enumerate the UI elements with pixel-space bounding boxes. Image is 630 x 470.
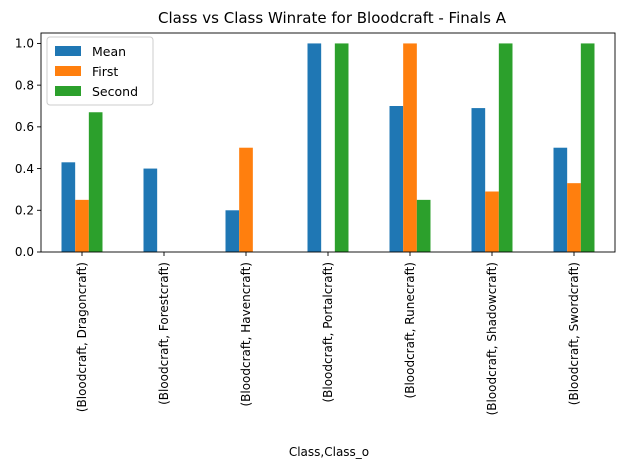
legend-swatch-second: [55, 86, 81, 96]
x-tick-label-2: (Bloodcraft, Havencraft): [239, 262, 253, 407]
bar-mean-1: [143, 168, 158, 252]
bar-second-6: [580, 43, 595, 253]
legend-label-mean: Mean: [92, 44, 126, 59]
legend-label-first: First: [92, 64, 118, 79]
x-tick-label-3: (Bloodcraft, Portalcraft): [321, 262, 335, 403]
bar-mean-4: [389, 106, 404, 252]
x-tick-label-0: (Bloodcraft, Dragoncraft): [75, 262, 89, 412]
bar-mean-2: [225, 210, 240, 252]
bar-first-4: [403, 43, 417, 253]
bar-mean-3: [307, 43, 322, 253]
bar-mean-0: [61, 162, 76, 252]
bars-layer: [61, 43, 595, 253]
chart-title: Class vs Class Winrate for Bloodcraft - …: [158, 9, 507, 27]
x-axis-label: Class,Class_o: [289, 445, 369, 459]
y-tick-label-3: 0.6: [15, 120, 34, 134]
x-tick-label-5: (Bloodcraft, Shadowcraft): [485, 262, 499, 415]
bar-first-2: [239, 147, 253, 252]
legend: Mean First Second: [46, 36, 154, 106]
y-tick-label-2: 0.4: [15, 162, 34, 176]
legend-swatch-mean: [55, 46, 81, 56]
bar-first-0: [75, 199, 89, 252]
y-tick-label-0: 0.0: [15, 245, 34, 259]
bar-second-4: [416, 199, 431, 252]
bar-second-5: [498, 43, 513, 253]
bar-first-6: [567, 183, 581, 252]
x-tick-label-1: (Bloodcraft, Forestcraft): [157, 262, 171, 405]
axes-layer: 0.0 0.2 0.4 0.6 0.8 1.0 (Bloodcraft, Dragoncra…: [15, 32, 616, 415]
x-tick-label-6: (Bloodcraft, Swordcraft): [567, 262, 581, 405]
bar-mean-5: [471, 108, 486, 252]
y-tick-label-4: 0.8: [15, 78, 34, 92]
y-tick-label-5: 1.0: [15, 37, 34, 51]
bar-second-0: [88, 112, 103, 252]
y-tick-label-1: 0.2: [15, 203, 34, 217]
legend-swatch-first: [55, 66, 81, 76]
bar-mean-6: [553, 147, 568, 252]
x-tick-label-4: (Bloodcraft, Runecraft): [403, 262, 417, 398]
legend-label-second: Second: [92, 84, 138, 99]
bar-first-5: [485, 191, 499, 252]
bar-second-3: [334, 43, 349, 253]
